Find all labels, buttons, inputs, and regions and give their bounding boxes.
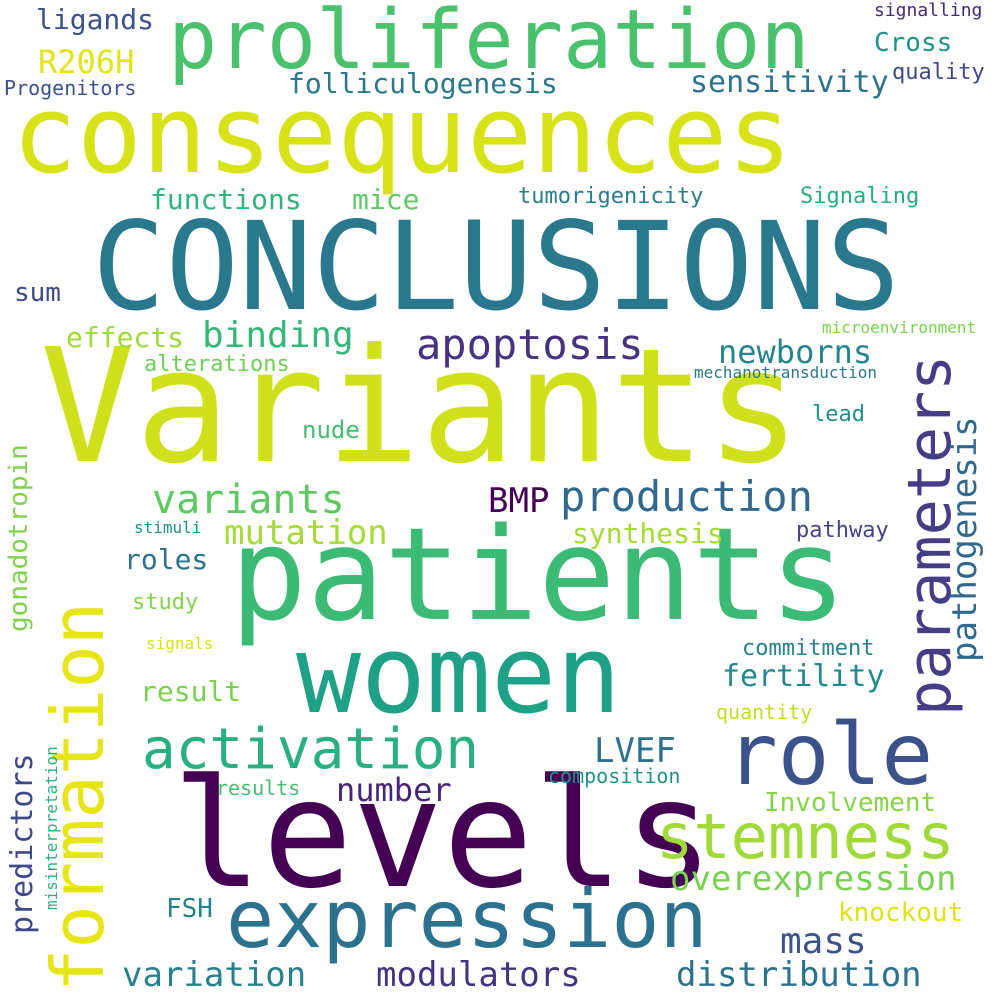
word: patients (230, 501, 847, 650)
word: overexpression (670, 859, 957, 899)
word: distribution (676, 955, 922, 995)
word: variation (122, 955, 307, 995)
word: ligands (36, 3, 155, 36)
word: levels (172, 748, 714, 922)
word: proliferation (168, 0, 810, 88)
word: result (140, 675, 242, 708)
word: knockout (838, 898, 964, 928)
word: apoptosis (416, 320, 644, 369)
word: signals (146, 634, 214, 653)
word: misinterpretation (42, 746, 61, 910)
word: gonadotropin (4, 444, 34, 632)
word: microenvironment (822, 318, 977, 337)
word: Variants (40, 315, 801, 499)
word: synthesis (572, 517, 724, 550)
word: quality (892, 60, 985, 85)
word: composition (548, 764, 681, 788)
word: expression (226, 873, 708, 966)
word: Progenitors (4, 76, 137, 100)
word: mutation (224, 513, 388, 553)
word: sum (14, 278, 61, 308)
word: commitment (742, 636, 875, 661)
word: fertility (722, 659, 885, 694)
word: study (132, 590, 199, 615)
word: LVEF (594, 731, 676, 771)
word: women (296, 613, 622, 738)
word: signalling (874, 0, 983, 21)
word: nude (302, 416, 360, 444)
word: R206H (38, 43, 135, 81)
word: production (560, 472, 813, 521)
word: stimuli (134, 518, 202, 537)
word: pathway (796, 518, 889, 543)
word: consequences (12, 73, 793, 198)
word: predictors (5, 753, 40, 934)
word: newborns (718, 333, 873, 371)
word: variants (152, 477, 345, 523)
word: folliculogenesis (288, 67, 558, 100)
word: roles (124, 543, 209, 576)
word: mechanotransduction (694, 363, 878, 382)
word: functions (150, 183, 302, 216)
word: tumorigenicity (518, 184, 704, 209)
word: mice (352, 183, 420, 216)
word: CONCLUSIONS (92, 196, 900, 338)
word: BMP (488, 481, 550, 521)
word: activation (142, 717, 480, 782)
word: quantity (716, 700, 813, 724)
word: alterations (144, 352, 290, 377)
word: binding (202, 315, 354, 356)
word: number (336, 771, 452, 809)
word: stemness (656, 800, 955, 873)
word: role (726, 705, 934, 805)
word: effects (66, 321, 185, 354)
word: pathogenesis (945, 416, 985, 662)
word: Signaling (800, 184, 920, 209)
word: modulators (376, 955, 581, 995)
word: Cross (874, 28, 953, 58)
word: sensitivity (690, 65, 889, 100)
word: mass (780, 921, 867, 962)
word: Involvement (764, 788, 937, 818)
word: lead (812, 402, 865, 427)
word: FSH (166, 894, 213, 924)
word: results (216, 776, 301, 800)
